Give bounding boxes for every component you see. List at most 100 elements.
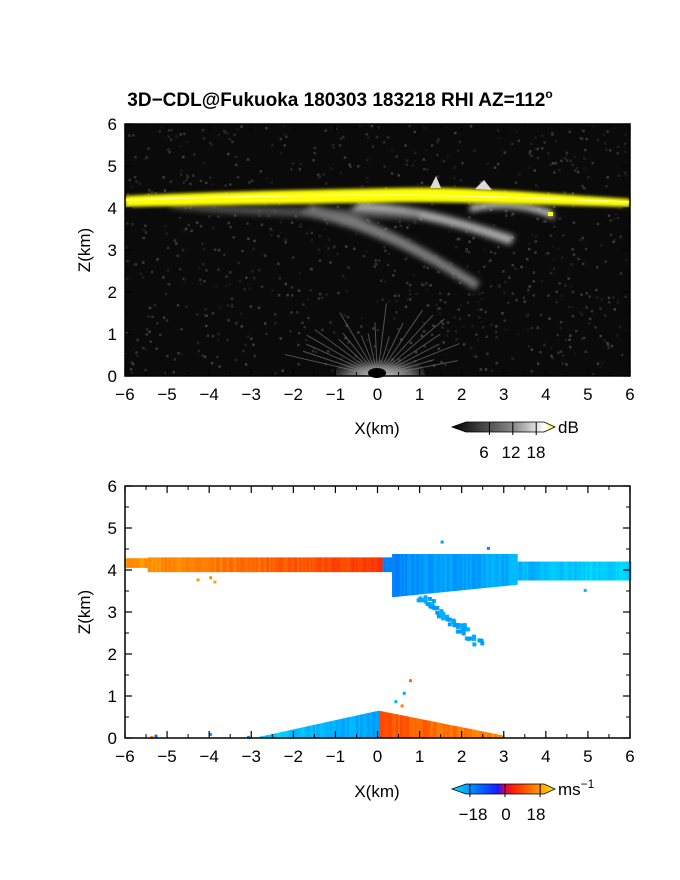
velocity-cell <box>318 557 321 573</box>
velocity-cell <box>552 561 556 581</box>
velocity-cell <box>373 711 376 738</box>
velocity-cell <box>454 726 458 738</box>
velocity-cell <box>535 561 539 581</box>
velocity-cell <box>147 557 151 573</box>
velocity-cell <box>179 557 183 573</box>
velocity-cell <box>191 557 194 573</box>
velocity-cell <box>428 720 431 738</box>
velocity-cell <box>126 558 130 568</box>
velocity-cell <box>435 610 440 615</box>
velocity-cell <box>272 557 276 573</box>
velocity-cell <box>414 554 418 595</box>
velocity-cell <box>522 561 526 581</box>
x-tick-label: 2 <box>457 385 466 404</box>
velocity-cell <box>297 728 301 738</box>
velocity-cell <box>435 605 440 610</box>
velocity-cell <box>479 731 482 738</box>
velocity-cell <box>577 561 581 581</box>
velocity-cell <box>382 711 386 738</box>
velocity-cell <box>496 554 499 587</box>
velocity-cell <box>287 557 291 573</box>
velocity-cell <box>284 557 287 573</box>
velocity-cell <box>431 721 435 738</box>
velocity-cell <box>360 714 363 738</box>
x-tick-label: 1 <box>415 747 424 766</box>
velocity-cell <box>390 713 393 738</box>
velocity-cell <box>157 557 160 573</box>
velocity-cell <box>229 557 232 573</box>
velocity-cell <box>430 721 433 738</box>
velocity-cell <box>600 561 603 581</box>
velocity-cell <box>392 554 395 598</box>
velocity-cell <box>500 735 503 738</box>
velocity-cell <box>136 558 139 568</box>
y-tick-label: 4 <box>108 561 117 580</box>
velocity-cell <box>436 614 441 619</box>
velocity-cell <box>164 557 168 573</box>
velocity-cell <box>249 557 253 573</box>
velocity-cell <box>265 735 268 738</box>
velocity-cell <box>526 561 530 581</box>
y-tick-label: 0 <box>108 729 117 748</box>
velocity-cell <box>339 719 342 738</box>
velocity-cell <box>537 561 541 581</box>
velocity-cell <box>460 629 465 634</box>
velocity-cell <box>445 617 450 622</box>
velocity-cell <box>416 554 420 595</box>
velocity-cell <box>613 561 617 581</box>
velocity-y-axis-label: Z(km) <box>75 590 94 634</box>
y-tick-label: 2 <box>108 283 117 302</box>
velocity-cell <box>320 557 323 573</box>
velocity-cell <box>472 642 477 647</box>
velocity-cell <box>484 554 488 588</box>
velocity-cell <box>583 561 586 581</box>
velocity-cell <box>348 717 352 738</box>
velocity-cell <box>607 561 611 581</box>
velocity-cell <box>208 557 211 573</box>
velocity-cell <box>285 557 289 573</box>
velocity-cell <box>358 714 361 738</box>
velocity-cell <box>198 557 202 573</box>
velocity-cell <box>176 557 179 573</box>
velocity-cell <box>602 561 605 581</box>
velocity-cell <box>286 730 289 738</box>
y-tick-label: 5 <box>108 519 117 538</box>
velocity-cell <box>312 557 316 573</box>
velocity-cell <box>433 721 437 738</box>
velocity-cell <box>464 636 469 641</box>
velocity-cell <box>316 557 319 573</box>
velocity-cell <box>149 557 153 573</box>
velocity-cell <box>181 557 185 573</box>
velocity-cell <box>447 622 452 627</box>
velocity-cell <box>352 716 356 738</box>
velocity-cell <box>587 561 590 581</box>
reflectivity-colorbar: dB 6 12 18 <box>450 418 579 462</box>
x-tick-label: 5 <box>583 385 592 404</box>
velocity-cell <box>132 558 136 568</box>
velocity-cell <box>323 557 327 573</box>
velocity-cell <box>477 730 481 738</box>
velocity-cell <box>458 726 462 738</box>
velocity-cell <box>440 616 445 621</box>
velocity-cell <box>145 558 149 568</box>
velocity-cell <box>471 554 475 590</box>
velocity-cell <box>416 718 420 738</box>
velocity-cell <box>242 557 246 573</box>
velocity-cell <box>579 561 583 581</box>
x-tick-label: 0 <box>373 747 382 766</box>
velocity-cell <box>433 554 437 593</box>
velocity-cell <box>299 557 302 573</box>
velocity-lower-layer <box>150 679 505 739</box>
velocity-cell <box>341 718 344 738</box>
velocity-cell <box>429 554 433 594</box>
reflectivity-colorbar-tick-label: 12 <box>502 443 521 462</box>
velocity-cell <box>428 554 431 594</box>
velocity-cell <box>596 561 600 581</box>
velocity-cell <box>306 557 310 573</box>
velocity-cell <box>327 721 331 738</box>
velocity-cell <box>248 557 251 573</box>
velocity-cell <box>322 722 325 738</box>
velocity-cell <box>140 558 143 568</box>
